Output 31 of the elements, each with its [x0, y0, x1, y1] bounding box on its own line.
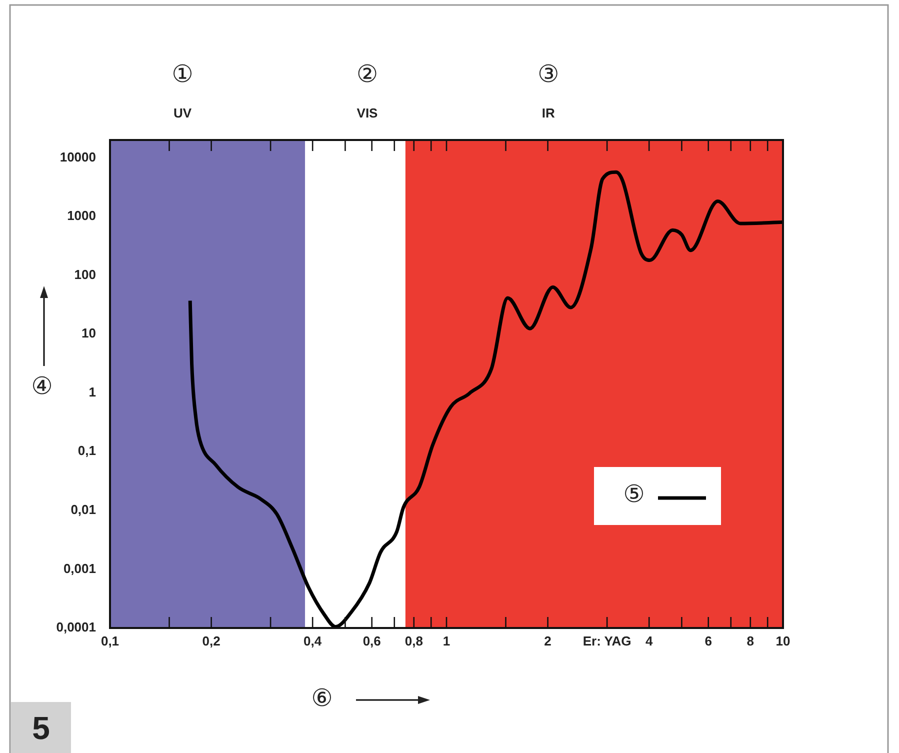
text: ①	[172, 60, 194, 88]
y-tick-label: 100	[74, 266, 96, 282]
x-tick-label: Er: YAG	[582, 633, 632, 648]
y-tick-label: 1	[88, 384, 96, 400]
text: 5	[32, 710, 50, 746]
x-tick-label: 8	[746, 633, 754, 648]
x-tick-label: 1	[442, 633, 450, 648]
y-tick-label: 1000	[67, 208, 96, 224]
band-label: UV	[174, 106, 192, 121]
y-tick-label: 0,0001	[56, 620, 96, 635]
legend-label: ⑤	[623, 480, 645, 508]
x-axis-title: ⑥	[311, 684, 333, 712]
x-tick-label: 10	[776, 633, 790, 648]
y-tick-label: 10	[82, 326, 96, 341]
x-tick-label: 0,6	[362, 633, 381, 648]
text: ②	[356, 60, 378, 88]
text: ③	[538, 60, 560, 88]
y-tick-label: 0,01	[70, 502, 96, 517]
band-label: VIS	[356, 106, 378, 121]
x-tick-label: 0,8	[404, 633, 423, 648]
x-tick-label: 2	[544, 633, 552, 648]
x-tick-label: 4	[645, 633, 654, 648]
y-tick-label: 0,001	[63, 560, 96, 576]
y-axis-title: ④	[31, 372, 53, 400]
x-tick-label: 6	[704, 633, 712, 648]
x-tick-label: 0,4	[304, 633, 322, 648]
y-tick-label: 10000	[60, 149, 96, 164]
y-tick-label: 0,1	[78, 443, 96, 458]
x-tick-label: 0,2	[202, 633, 220, 648]
x-tick-label: 0,1	[100, 633, 120, 648]
band-label: IR	[542, 106, 556, 121]
